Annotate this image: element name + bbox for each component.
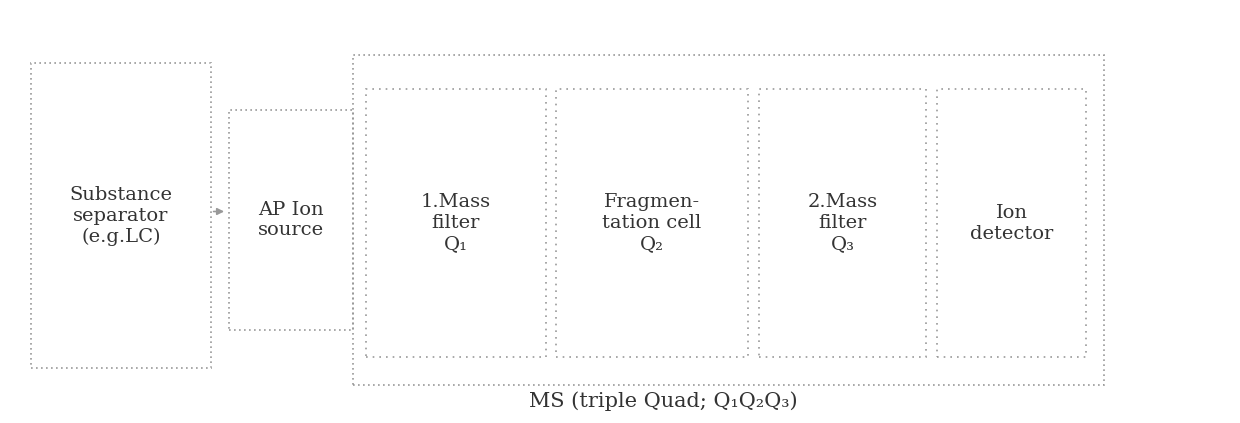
Bar [31, 63, 211, 368]
Bar [556, 89, 748, 357]
Text: 2.Mass
filter
Q₃: 2.Mass filter Q₃ [807, 193, 878, 253]
Text: Ion
detector: Ion detector [970, 204, 1054, 242]
Bar [937, 89, 1086, 357]
Text: AP Ion
source: AP Ion source [258, 201, 325, 239]
Text: Substance
separator
(e.g.LC): Substance separator (e.g.LC) [69, 186, 172, 246]
Text: 1.Mass
filter
Q₁: 1.Mass filter Q₁ [420, 193, 491, 253]
Bar [353, 55, 1104, 385]
Text: Fragmen-
tation cell
Q₂: Fragmen- tation cell Q₂ [601, 193, 702, 253]
Bar [759, 89, 926, 357]
Bar [229, 110, 353, 330]
Text: MS (triple Quad; Q₁Q₂Q₃): MS (triple Quad; Q₁Q₂Q₃) [529, 391, 797, 411]
Bar [366, 89, 546, 357]
